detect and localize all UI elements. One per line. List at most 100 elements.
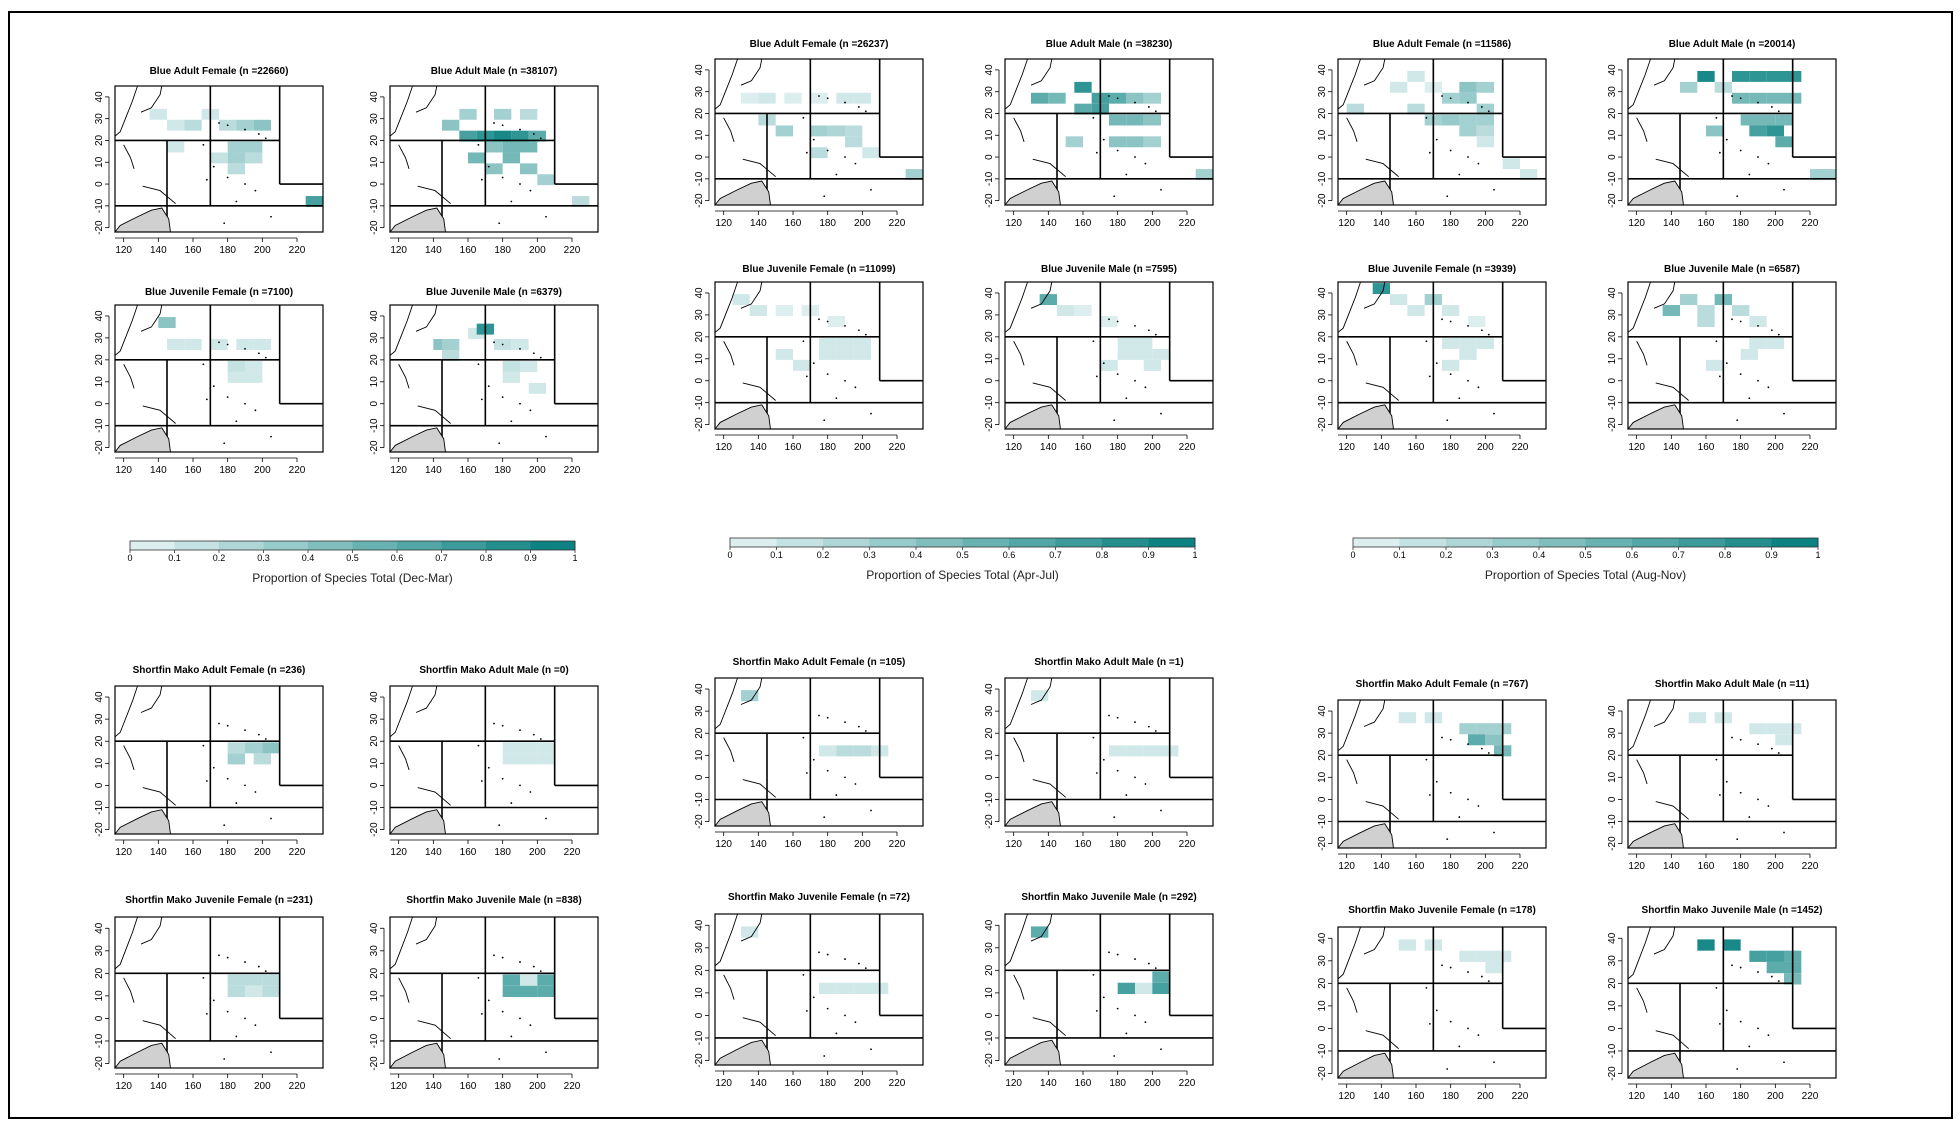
island-dot <box>1102 138 1105 141</box>
heatmap-cell <box>1117 982 1135 995</box>
map-panel: Shortfin Mako Juvenile Female (n =178) 12… <box>1317 905 1547 1102</box>
island-dot <box>223 824 226 827</box>
x-tick-label: 160 <box>1075 218 1092 229</box>
y-tick-label: 30 <box>94 113 105 125</box>
island-dot <box>1739 791 1742 794</box>
y-tick-label: 20 <box>369 735 380 747</box>
coastline-japan <box>1653 926 1676 955</box>
y-tick-label: 20 <box>369 967 380 979</box>
island-dot <box>223 1058 226 1060</box>
coastline-australia <box>714 801 771 827</box>
heatmap-cell <box>528 130 546 142</box>
y-tick-label: 40 <box>694 683 705 695</box>
island-dot <box>1757 101 1759 104</box>
x-tick-label: 140 <box>425 847 442 858</box>
heatmap-cell <box>836 348 854 360</box>
heatmap-cell <box>732 294 750 306</box>
x-tick-label: 140 <box>1663 442 1680 453</box>
x-tick-label: 160 <box>185 465 202 476</box>
y-tick-label: 10 <box>369 376 380 388</box>
x-tick-label: 120 <box>115 465 132 476</box>
coastline-asia <box>389 685 414 738</box>
island-dot <box>1748 1045 1751 1048</box>
heatmap-cell <box>305 196 323 207</box>
y-tick-label: 10 <box>694 353 705 365</box>
heatmap-cell <box>1135 337 1153 349</box>
coastline-japan <box>1653 58 1676 86</box>
island-dot <box>226 343 229 346</box>
y-tick-label: -20 <box>94 220 105 235</box>
x-tick-label: 220 <box>289 245 306 256</box>
map-panel: Shortfin Mako Adult Female (n =236) 120 14… <box>94 665 324 858</box>
island-dot <box>857 962 860 965</box>
x-tick-label: 180 <box>1442 218 1459 229</box>
island-dot <box>226 777 229 780</box>
heatmap-cell <box>520 985 538 998</box>
island-dot <box>1731 95 1733 97</box>
coastline-asia <box>714 913 739 967</box>
island-dot <box>818 318 820 321</box>
island-dot <box>1458 816 1461 818</box>
coastline-asia <box>714 677 739 730</box>
island-dot <box>244 1017 246 1020</box>
x-tick-label: 120 <box>390 847 407 858</box>
y-tick-label: 20 <box>984 107 995 119</box>
island-dot <box>545 1051 547 1054</box>
island-dot <box>1134 379 1136 382</box>
y-tick-label: 10 <box>694 987 705 999</box>
y-tick-label: 30 <box>984 705 995 717</box>
island-dot <box>529 791 532 793</box>
x-tick-label: 200 <box>854 442 871 453</box>
panel-box <box>714 281 924 430</box>
heatmap-cell <box>1390 81 1408 93</box>
coastline-asia <box>114 916 139 970</box>
island-dot <box>501 124 504 127</box>
y-tick-label: -10 <box>369 418 380 433</box>
y-tick-label: 40 <box>369 91 380 103</box>
island-dot <box>1125 1032 1128 1035</box>
y-tick-label: -20 <box>1317 836 1328 851</box>
y-tick-label: 0 <box>1607 796 1618 802</box>
y-tick-label: 30 <box>1607 727 1618 739</box>
x-tick-label: 160 <box>185 847 202 858</box>
island-dot <box>1739 97 1742 100</box>
heatmap-cell <box>862 147 880 159</box>
island-dot <box>1154 110 1157 113</box>
y-tick-label: 20 <box>1317 749 1328 761</box>
x-tick-label: 200 <box>1767 218 1784 229</box>
colorbar-tick-label: 0.2 <box>1440 550 1453 560</box>
y-tick-label: 20 <box>984 964 995 976</box>
island-dot <box>529 1024 532 1027</box>
heatmap-cell <box>1442 359 1460 371</box>
panel-title: Blue Juvenile Female (n =7100) <box>145 287 293 298</box>
panel-title: Shortfin Mako Adult Female (n =767) <box>1356 679 1529 690</box>
island-dot <box>1477 162 1480 165</box>
island-dot <box>226 1010 229 1013</box>
island-dot <box>818 714 820 717</box>
island-dot <box>1144 783 1147 785</box>
island-dot <box>1428 375 1431 378</box>
island-dot <box>1739 1020 1742 1023</box>
y-tick-label: 10 <box>984 353 995 365</box>
island-dot <box>205 398 208 401</box>
island-dot <box>802 116 805 119</box>
y-tick-label: -20 <box>694 1053 705 1068</box>
y-tick-label: -20 <box>94 440 105 455</box>
heatmap-cell <box>1459 348 1477 360</box>
heatmap-cell <box>442 119 460 131</box>
coastline-islands <box>1013 341 1066 401</box>
x-tick-label: 180 <box>1109 218 1126 229</box>
island-dot <box>1428 1023 1431 1025</box>
heatmap-cell <box>520 163 538 175</box>
heatmap-cell <box>459 130 477 142</box>
panel-title: Shortfin Mako Juvenile Male (n =1452) <box>1642 905 1823 916</box>
y-tick-label: 10 <box>369 757 380 769</box>
x-tick-label: 200 <box>1477 861 1494 872</box>
island-dot <box>1725 1009 1728 1012</box>
island-dot <box>1134 324 1136 327</box>
y-tick-label: 10 <box>984 749 995 761</box>
panel-box <box>714 677 924 827</box>
y-tick-label: -10 <box>369 1033 380 1048</box>
y-tick-label: 40 <box>694 919 705 931</box>
island-dot <box>823 1055 826 1057</box>
